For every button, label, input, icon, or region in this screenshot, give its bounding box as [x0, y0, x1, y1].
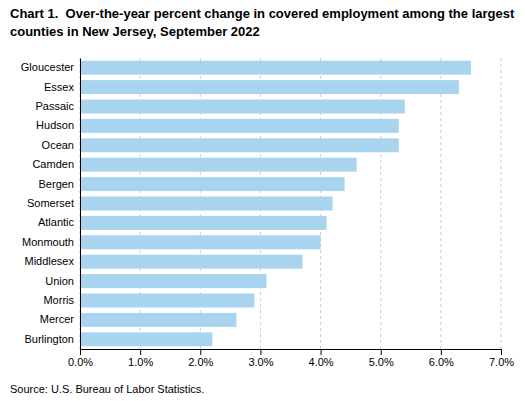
y-tick-label: Morris	[43, 294, 74, 306]
x-tick-mark	[441, 349, 442, 355]
y-tick-label: Monmouth	[22, 236, 74, 248]
y-tick: Mercer	[40, 313, 80, 325]
bar	[80, 332, 212, 346]
titles: Chart 1. Over-the-year percent change in…	[10, 6, 515, 39]
y-tick-label: Bergen	[39, 178, 74, 190]
bar	[80, 294, 254, 308]
x-tick: 6.0%	[429, 349, 454, 368]
bar	[80, 177, 345, 191]
y-tick: Union	[45, 275, 80, 287]
x-tick-mark	[200, 349, 201, 355]
x-tick-label: 6.0%	[429, 356, 454, 368]
x-tick: 2.0%	[188, 349, 213, 368]
grid	[80, 58, 501, 349]
y-tick-label: Somerset	[27, 197, 74, 209]
x-tick-label: 3.0%	[248, 356, 273, 368]
x-tick: 4.0%	[309, 349, 334, 368]
bar	[80, 158, 357, 172]
x-tick: 0.0%	[68, 349, 93, 368]
y-tick: Gloucester	[21, 61, 80, 73]
y-tick: Bergen	[39, 178, 80, 190]
bar	[80, 61, 471, 75]
y-tick: Morris	[43, 294, 80, 306]
x-tick-mark	[140, 349, 141, 355]
y-tick-label: Atlantic	[38, 216, 75, 228]
y-tick: Middlesex	[24, 255, 80, 267]
grid-line	[80, 58, 81, 349]
y-tick: Somerset	[27, 197, 80, 209]
x-tick-label: 4.0%	[309, 356, 334, 368]
y-tick: Monmouth	[22, 236, 80, 248]
grid-line	[501, 58, 502, 349]
bar	[80, 100, 405, 114]
y-tick-label: Camden	[32, 158, 74, 170]
y-tick-label: Passaic	[35, 100, 74, 112]
bar	[80, 313, 236, 327]
x-tick-mark	[260, 349, 261, 355]
x-tick-label: 5.0%	[369, 356, 394, 368]
bar	[80, 80, 459, 94]
chart: Chart 1. Over-the-year percent change in…	[0, 0, 525, 401]
y-tick-label: Middlesex	[24, 255, 74, 267]
x-tick: 5.0%	[369, 349, 394, 368]
x-tick-mark	[321, 349, 322, 355]
x-tick: 3.0%	[248, 349, 273, 368]
annotation: Source: U.S. Bureau of Labor Statistics.	[10, 383, 204, 395]
y-axis-line	[80, 59, 81, 350]
y-tick-label: Essex	[44, 81, 74, 93]
bar	[80, 216, 327, 230]
y-tick: Ocean	[42, 139, 80, 151]
y-tick-label: Union	[45, 275, 74, 287]
bar	[80, 197, 333, 211]
x-tick-mark	[501, 349, 502, 355]
grid-line	[440, 58, 441, 349]
x-tick-mark	[381, 349, 382, 355]
y-tick-label: Mercer	[40, 313, 75, 325]
bar	[80, 119, 399, 133]
bar	[80, 138, 399, 152]
bar	[80, 274, 266, 288]
y-axis: Burlington Mercer Morris Union Middlesex Monm…	[21, 59, 81, 350]
y-tick: Essex	[44, 81, 80, 93]
bar	[80, 235, 321, 249]
bar	[80, 255, 303, 269]
y-tick-label: Hudson	[36, 119, 74, 131]
x-tick: 7.0%	[489, 349, 514, 368]
y-tick: Passaic	[35, 100, 80, 112]
y-tick-label: Ocean	[42, 139, 74, 151]
bars	[80, 61, 471, 347]
y-tick: Hudson	[36, 119, 80, 131]
x-tick-label: 1.0%	[128, 356, 153, 368]
x-axis-line	[81, 350, 502, 356]
title: Chart 1. Over-the-year percent change in…	[10, 6, 515, 21]
subtitle: counties in New Jersey, September 2022	[10, 24, 260, 39]
y-tick: Camden	[32, 158, 80, 170]
y-tick: Atlantic	[38, 216, 80, 228]
x-tick-label: 0.0%	[68, 356, 93, 368]
plot-area: 0.0% 1.0% 2.0% 3.0% 4.0% 5.0% 6.0% 7.0% Burlingt…	[21, 58, 514, 368]
x-tick: 1.0%	[128, 349, 153, 368]
x-axis: 0.0% 1.0% 2.0% 3.0% 4.0% 5.0% 6.0% 7.0%	[68, 349, 514, 368]
y-tick-label: Burlington	[24, 333, 74, 345]
x-tick-label: 7.0%	[489, 356, 514, 368]
y-tick: Burlington	[24, 333, 80, 345]
x-tick-label: 2.0%	[188, 356, 213, 368]
x-tick-mark	[80, 349, 81, 355]
y-tick-label: Gloucester	[21, 61, 75, 73]
